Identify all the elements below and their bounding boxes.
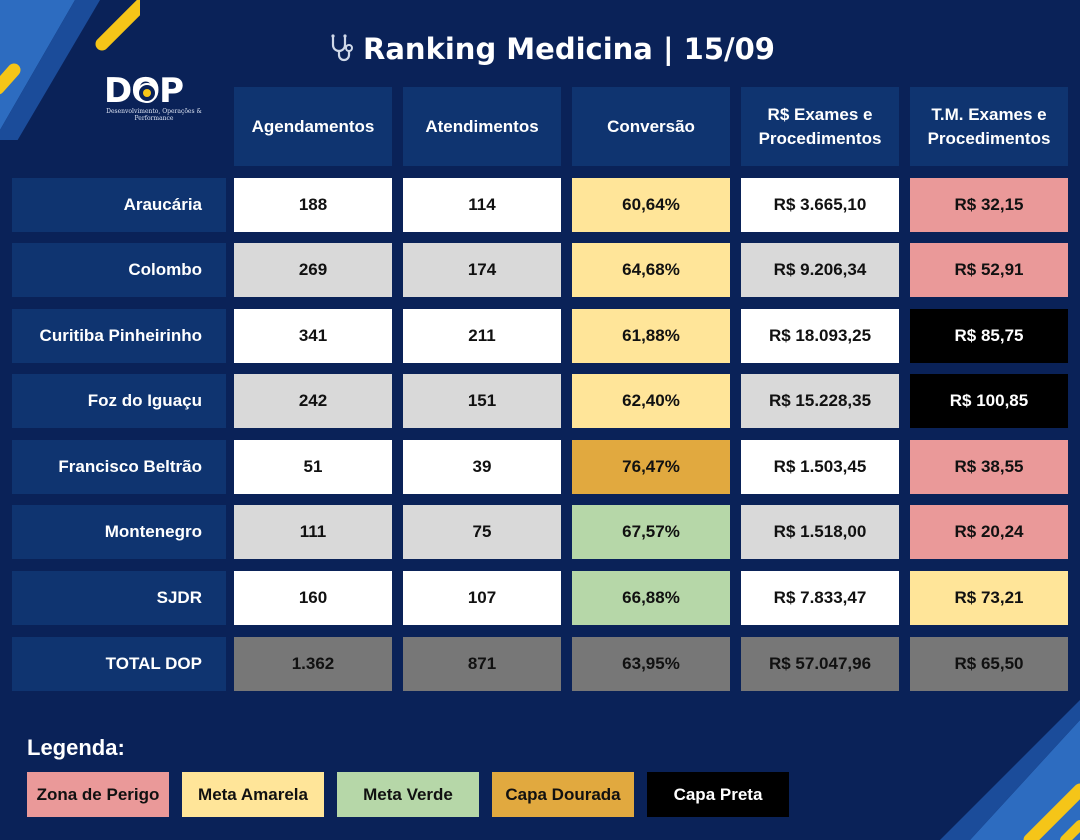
page-title: Ranking Medicina | 15/09 — [0, 32, 1080, 70]
column-header-line: Agendamentos — [251, 116, 375, 136]
column-header-line: Atendimentos — [425, 116, 539, 136]
table-cell-atendimentos: 211 — [403, 309, 561, 363]
table-cell-tm-exames: R$ 20,24 — [910, 505, 1068, 559]
table-cell-conversao: 63,95% — [572, 637, 730, 691]
table-cell-agendamentos: 242 — [234, 374, 392, 428]
column-header-rs-exames: R$ Exames e Procedimentos — [741, 87, 899, 166]
table-cell-conversao: 66,88% — [572, 571, 730, 625]
table-cell-atendimentos: 114 — [403, 178, 561, 232]
table-cell-tm-exames: R$ 32,15 — [910, 178, 1068, 232]
table-cell-rs-exames: R$ 9.206,34 — [741, 243, 899, 297]
dop-logo: DOP Desenvolvimento, Operações & Perform… — [104, 74, 216, 134]
table-cell-atendimentos: 75 — [403, 505, 561, 559]
table-cell-atendimentos: 39 — [403, 440, 561, 494]
row-label: Francisco Beltrão — [12, 440, 226, 494]
legend-title: Legenda: — [27, 735, 125, 760]
table-cell-tm-exames: R$ 73,21 — [910, 571, 1068, 625]
table-cell-rs-exames: R$ 7.833,47 — [741, 571, 899, 625]
column-header-line: Conversão — [607, 116, 695, 136]
table-cell-rs-exames: R$ 1.503,45 — [741, 440, 899, 494]
column-header-agendamentos: Agendamentos — [234, 87, 392, 166]
logo-subtitle: Desenvolvimento, Operações & Performance — [106, 108, 202, 122]
row-label: SJDR — [12, 571, 226, 625]
table-cell-agendamentos: 188 — [234, 178, 392, 232]
title-text: Ranking Medicina | 15/09 — [363, 32, 775, 66]
table-cell-atendimentos: 151 — [403, 374, 561, 428]
column-header-line: T.M. Exames e — [931, 104, 1047, 124]
table-cell-conversao: 62,40% — [572, 374, 730, 428]
logo-brand: DOP — [104, 74, 216, 108]
row-label: Montenegro — [12, 505, 226, 559]
table-cell-agendamentos: 269 — [234, 243, 392, 297]
table-cell-atendimentos: 107 — [403, 571, 561, 625]
table-cell-conversao: 60,64% — [572, 178, 730, 232]
column-header-line: Procedimentos — [758, 128, 882, 148]
row-label: Foz do Iguaçu — [12, 374, 226, 428]
table-cell-agendamentos: 111 — [234, 505, 392, 559]
table-cell-tm-exames: R$ 100,85 — [910, 374, 1068, 428]
row-label: Araucária — [12, 178, 226, 232]
table-cell-conversao: 67,57% — [572, 505, 730, 559]
table-cell-agendamentos: 51 — [234, 440, 392, 494]
legend-capa-dourada: Capa Dourada — [492, 772, 634, 817]
table-cell-agendamentos: 1.362 — [234, 637, 392, 691]
table-cell-agendamentos: 341 — [234, 309, 392, 363]
column-header-atendimentos: Atendimentos — [403, 87, 561, 166]
bottom-right-decoration — [940, 700, 1080, 840]
legend-meta-amarela: Meta Amarela — [182, 772, 324, 817]
table-cell-atendimentos: 174 — [403, 243, 561, 297]
column-header-line: Procedimentos — [927, 128, 1051, 148]
table-cell-tm-exames: R$ 85,75 — [910, 309, 1068, 363]
column-header-conversao: Conversão — [572, 87, 730, 166]
table-cell-conversao: 64,68% — [572, 243, 730, 297]
legend-meta-verde: Meta Verde — [337, 772, 479, 817]
table-cell-conversao: 61,88% — [572, 309, 730, 363]
column-header-line: R$ Exames e — [767, 104, 873, 124]
table-cell-tm-exames: R$ 65,50 — [910, 637, 1068, 691]
table-cell-tm-exames: R$ 38,55 — [910, 440, 1068, 494]
table-cell-rs-exames: R$ 57.047,96 — [741, 637, 899, 691]
logo-emblem-icon — [137, 83, 157, 103]
table-cell-rs-exames: R$ 1.518,00 — [741, 505, 899, 559]
table-cell-agendamentos: 160 — [234, 571, 392, 625]
row-label: Curitiba Pinheirinho — [12, 309, 226, 363]
table-cell-conversao: 76,47% — [572, 440, 730, 494]
row-label: Colombo — [12, 243, 226, 297]
column-header-tm-exames: T.M. Exames e Procedimentos — [910, 87, 1068, 166]
row-label: TOTAL DOP — [12, 637, 226, 691]
top-left-decoration — [0, 0, 140, 140]
table-cell-tm-exames: R$ 52,91 — [910, 243, 1068, 297]
table-cell-rs-exames: R$ 15.228,35 — [741, 374, 899, 428]
stethoscope-icon — [325, 33, 355, 70]
table-cell-atendimentos: 871 — [403, 637, 561, 691]
legend-capa-preta: Capa Preta — [647, 772, 789, 817]
table-cell-rs-exames: R$ 3.665,10 — [741, 178, 899, 232]
legend-zona-de-perigo: Zona de Perigo — [27, 772, 169, 817]
table-cell-rs-exames: R$ 18.093,25 — [741, 309, 899, 363]
